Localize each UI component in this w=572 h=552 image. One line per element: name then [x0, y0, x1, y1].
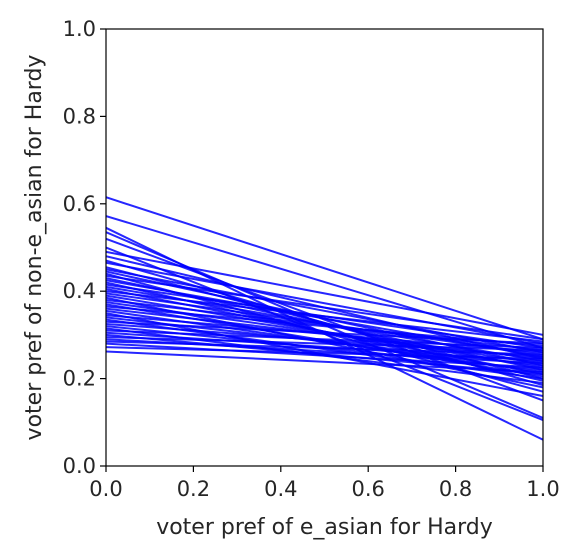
x-tick-label: 0.8 — [439, 477, 472, 501]
series-line-45 — [106, 340, 543, 356]
y-tick-label: 0.6 — [63, 192, 96, 216]
x-tick-label: 0.2 — [177, 477, 210, 501]
series-lines — [106, 196, 543, 441]
series-line-43 — [106, 336, 543, 352]
plot-area — [106, 29, 543, 466]
series-line-2 — [106, 215, 543, 349]
x-axis: 0.0 0.2 0.4 0.6 0.8 1.0 — [89, 466, 560, 501]
series-line-47 — [106, 346, 543, 360]
series-line-10 — [106, 261, 543, 345]
y-tick-label: 1.0 — [63, 17, 96, 41]
x-tick-label: 1.0 — [526, 477, 559, 501]
series-line-26 — [106, 298, 543, 352]
x-tick-label: 0.4 — [264, 477, 297, 501]
series-line-33 — [106, 314, 543, 354]
series-line-40 — [106, 329, 543, 350]
series-line-48 — [106, 350, 543, 374]
x-tick-label: 0.6 — [351, 477, 384, 501]
series-line-46 — [106, 342, 543, 369]
x-axis-label: voter pref of e_asian for Hardy — [156, 515, 493, 540]
y-axis-label: voter pref of non-e_asian for Hardy — [22, 55, 47, 441]
y-axis: 0.0 0.2 0.4 0.6 0.8 1.0 — [63, 17, 106, 478]
y-tick-label: 0.4 — [63, 279, 96, 303]
series-line-7 — [106, 250, 543, 336]
series-line-36 — [106, 320, 543, 345]
y-tick-label: 0.2 — [63, 367, 96, 391]
plot-frame — [105, 28, 544, 467]
series-line-22 — [106, 290, 543, 343]
x-tick-label: 0.0 — [89, 477, 122, 501]
series-line-37 — [106, 322, 543, 358]
y-tick-label: 0.8 — [63, 104, 96, 128]
y-tick-label: 0.0 — [63, 454, 96, 478]
series-line-15 — [106, 274, 543, 341]
series-line-1 — [106, 196, 543, 341]
